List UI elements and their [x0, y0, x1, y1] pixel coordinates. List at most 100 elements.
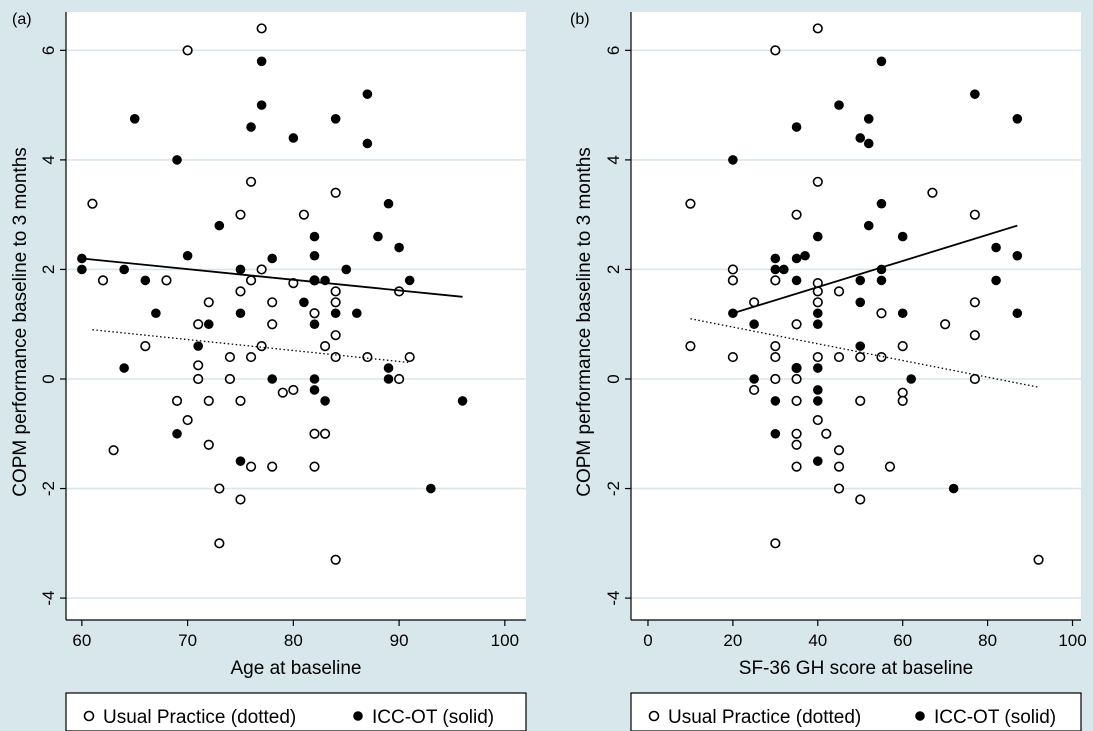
usual-practice-point: [833, 286, 845, 297]
icc-ot-point: [288, 133, 299, 143]
icc-ot-point: [863, 138, 874, 149]
usual-practice-point: [245, 461, 257, 472]
icc-ot-point: [970, 89, 980, 99]
usual-practice-point: [791, 461, 802, 472]
usual-practice-point: [770, 275, 781, 286]
icc-ot-point: [140, 275, 151, 286]
x-tick-label: 70: [178, 631, 197, 650]
usual-practice-point: [897, 387, 908, 398]
icc-ot-point: [1012, 250, 1023, 261]
icc-ot-point: [812, 231, 823, 242]
icc-ot-point: [791, 275, 802, 286]
usual-practice-point: [235, 209, 246, 220]
icc-ot-point: [246, 122, 256, 132]
usual-practice-point: [256, 264, 267, 275]
icc-ot-point: [256, 100, 267, 110]
usual-practice-point: [298, 209, 310, 220]
usual-practice-fit-line: [92, 329, 410, 364]
icc-ot-point: [182, 250, 193, 261]
x-tick-label: 90: [390, 631, 409, 650]
icc-ot-point: [812, 319, 823, 330]
icc-ot-point: [770, 428, 781, 439]
x-tick-label: 60: [72, 631, 91, 650]
usual-practice-point: [927, 187, 938, 198]
icc-ot-point: [309, 319, 320, 330]
icc-ot-point: [235, 264, 246, 275]
usual-practice-point: [812, 176, 823, 187]
usual-practice-point: [235, 395, 246, 407]
usual-practice-point: [362, 351, 373, 363]
usual-practice-point: [876, 308, 887, 319]
usual-practice-point: [193, 360, 204, 371]
usual-practice-point: [833, 445, 845, 456]
panel-b-legend-box: [630, 692, 1082, 731]
icc-ot-point: [728, 155, 738, 165]
icc-ot-point: [151, 308, 161, 319]
usual-practice-point: [140, 341, 151, 352]
usual-practice-point: [245, 275, 257, 286]
icc-ot-point: [309, 275, 320, 286]
y-tick-label: -4: [604, 591, 623, 606]
panel-b-x-axis-title: SF-36 GH score at baseline: [739, 658, 973, 679]
usual-practice-point: [277, 387, 288, 398]
y-tick-label: 6: [39, 46, 58, 55]
icc-ot-point: [77, 253, 87, 264]
usual-practice-point: [969, 209, 980, 220]
icc-ot-point: [800, 250, 810, 261]
icc-ot-point: [855, 275, 866, 286]
icc-ot-point: [309, 250, 320, 261]
usual-practice-point: [969, 373, 980, 385]
y-tick-label: 6: [604, 46, 623, 55]
usual-practice-point: [770, 373, 781, 385]
icc-ot-fit-line: [732, 224, 1018, 315]
usual-practice-point: [770, 341, 781, 352]
icc-ot-point: [383, 198, 394, 209]
panel-a-x-axis-title: Age at baseline: [231, 658, 362, 679]
usual-practice-point: [330, 554, 341, 565]
usual-practice-point: [235, 286, 246, 297]
usual-practice-point: [330, 297, 341, 308]
icc-ot-point: [77, 264, 87, 275]
panel-b-plot-area: [631, 12, 1081, 620]
usual-practice-point: [171, 395, 183, 407]
icc-ot-point: [863, 220, 874, 231]
usual-practice-point: [791, 373, 802, 385]
icc-ot-point: [404, 275, 415, 286]
icc-ot-point: [235, 308, 246, 319]
usual-practice-point: [969, 330, 980, 341]
panel-b-legend-filled-marker: [915, 711, 925, 721]
usual-practice-point: [940, 319, 951, 330]
panel-a: (a) Age at baseline COPM performance bas…: [10, 11, 527, 731]
icc-ot-point: [812, 308, 823, 319]
icc-ot-point: [119, 363, 129, 373]
usual-practice-point: [1033, 554, 1044, 565]
icc-ot-point: [330, 308, 341, 319]
icc-ot-point: [876, 56, 887, 67]
icc-ot-point: [383, 363, 394, 373]
icc-ot-point: [1012, 308, 1023, 319]
usual-practice-point: [812, 351, 823, 363]
icc-ot-point: [362, 89, 373, 99]
usual-practice-point: [833, 351, 845, 363]
icc-ot-point: [373, 231, 383, 242]
x-tick-label: 80: [978, 631, 997, 650]
icc-ot-point: [791, 363, 802, 373]
usual-practice-point: [214, 483, 225, 494]
usual-practice-point: [224, 351, 236, 363]
usual-practice-point: [203, 395, 214, 407]
icc-ot-point: [897, 231, 908, 242]
usual-practice-point: [330, 187, 341, 198]
icc-ot-point: [834, 100, 844, 110]
usual-practice-point: [256, 23, 267, 34]
panel-b-y-axis-title: COPM performance baseline to 3 months: [574, 147, 595, 497]
panel-a-legend-hollow-marker: [83, 710, 95, 722]
usual-practice-point: [791, 319, 802, 330]
icc-ot-point: [129, 114, 140, 124]
usual-practice-point: [330, 286, 341, 297]
usual-practice-point: [87, 198, 98, 209]
icc-ot-point: [897, 308, 908, 319]
panel-a-legend: Usual Practice (dotted) ICC-OT (solid): [65, 692, 527, 731]
y-tick-label: -2: [39, 481, 58, 496]
icc-ot-point: [119, 264, 129, 275]
usual-practice-point: [319, 428, 331, 439]
